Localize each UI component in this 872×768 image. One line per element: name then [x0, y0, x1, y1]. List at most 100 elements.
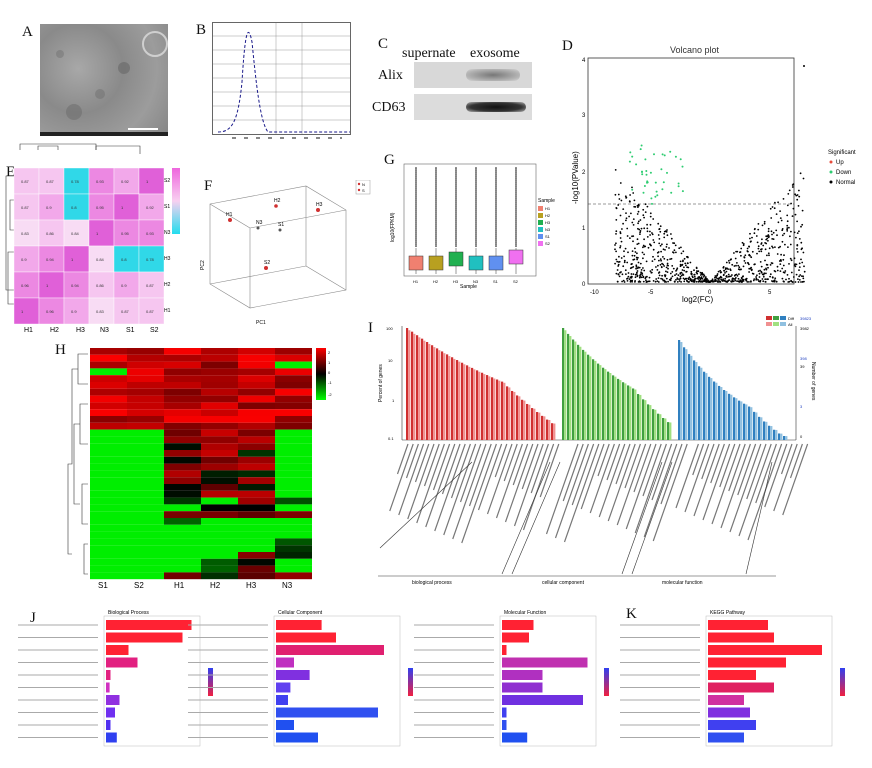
volcano-point	[666, 262, 669, 265]
boxplot-legend-title: Sample	[538, 198, 555, 204]
volcano-point	[734, 278, 737, 280]
volcano-point	[619, 246, 621, 249]
volcano-point	[639, 233, 641, 236]
volcano-point	[743, 256, 746, 258]
volcano-point	[679, 272, 682, 275]
go-bar-diff	[743, 403, 746, 440]
panel-letter-k: K	[626, 606, 637, 622]
heat-cell	[275, 565, 312, 573]
volcano-point-down	[666, 171, 668, 174]
volcano-point	[761, 278, 764, 280]
volcano-point	[722, 280, 724, 282]
box-outlier	[515, 199, 517, 201]
box-outlier	[515, 241, 517, 243]
volcano-xtick-0: -10	[590, 290, 599, 296]
box-outlier	[475, 231, 477, 233]
heat-cell	[275, 422, 312, 430]
volcano-point	[716, 273, 719, 275]
volcano-point	[745, 279, 748, 282]
volcano-point-down	[650, 197, 653, 200]
boxplot-ylabel: log10(FPKM)	[390, 212, 396, 242]
volcano-point	[624, 269, 627, 272]
panel-letter-b: B	[196, 22, 207, 38]
box-outlier	[475, 183, 477, 185]
volcano-point	[791, 186, 794, 188]
volcano-point	[686, 262, 689, 265]
go-bar-diff	[637, 394, 640, 440]
volcano-ytick-2: 2	[582, 170, 586, 176]
volcano-point	[636, 238, 639, 241]
volcano-point	[642, 244, 645, 247]
volcano-point	[779, 263, 782, 265]
volcano-point	[767, 230, 770, 233]
go-bar-all	[493, 378, 496, 440]
box-outlier	[415, 181, 417, 183]
enrich-kegg: KEGG Pathway	[620, 610, 845, 747]
volcano-point	[683, 280, 686, 283]
go-term-label	[432, 443, 451, 491]
volcano-point	[625, 197, 627, 199]
heat-cell	[201, 558, 238, 566]
volcano-point	[649, 244, 652, 246]
heat-cell	[201, 409, 238, 416]
volcano-point-down	[655, 190, 658, 193]
volcano-point	[657, 277, 660, 279]
heat-cell	[275, 382, 312, 389]
volcano-point	[689, 279, 692, 282]
volcano-point	[765, 263, 768, 266]
volcano-point-down	[631, 155, 634, 158]
volcano-point	[637, 220, 640, 223]
volcano-point	[757, 228, 760, 231]
corr-cell-value: 1	[71, 257, 74, 262]
heat-cell	[90, 463, 127, 471]
heat-cell	[90, 524, 127, 532]
enrich-kegg-bar	[708, 645, 822, 655]
volcano-point	[671, 275, 674, 278]
box-outlier	[515, 207, 517, 209]
heat-cell	[201, 463, 238, 471]
corr-cell	[138, 245, 165, 273]
go-term-label	[634, 443, 667, 534]
heat-cell	[127, 402, 164, 410]
go-term-label	[441, 443, 461, 495]
volcano-point	[790, 230, 792, 233]
go-bar-all	[629, 386, 632, 440]
volcano-point	[652, 280, 655, 282]
volcano-point	[742, 243, 745, 245]
volcano-point	[776, 265, 779, 268]
go-bar-diff	[602, 367, 605, 440]
enrich-mf-bar	[502, 707, 507, 718]
volcano-point	[665, 246, 668, 248]
heat-cell	[201, 429, 238, 437]
volcano-point	[688, 276, 691, 279]
volcano-point	[645, 260, 648, 263]
box-outlier	[475, 187, 477, 189]
go-bar-diff	[481, 372, 484, 440]
box-outlier	[435, 201, 437, 203]
volcano-point	[641, 274, 644, 276]
go-bar-all	[458, 361, 461, 440]
corr-cell-value: 0.83	[96, 309, 105, 314]
volcano-point	[627, 272, 630, 274]
box-outlier	[455, 209, 457, 211]
volcano-point	[799, 274, 802, 276]
box-outlier	[455, 241, 457, 243]
box-outlier	[415, 189, 417, 191]
box-outlier	[475, 205, 477, 207]
heat-col-h3: H3	[246, 581, 257, 590]
heat-cell	[201, 538, 238, 546]
volcano-point	[692, 279, 695, 281]
heat-cell	[90, 477, 127, 484]
heat-col-s2: S2	[134, 581, 144, 590]
volcano-point	[670, 237, 673, 240]
go-term-label	[389, 443, 414, 512]
go-bar-diff	[577, 344, 580, 440]
box-outlier	[455, 189, 457, 191]
volcano-point	[658, 259, 660, 262]
go-bar-diff	[778, 433, 781, 440]
enrich-mf-bar	[502, 695, 583, 705]
volcano-point	[670, 233, 672, 235]
box-outlier	[415, 177, 417, 179]
volcano-point	[651, 233, 654, 236]
go-bar-all	[478, 371, 481, 440]
